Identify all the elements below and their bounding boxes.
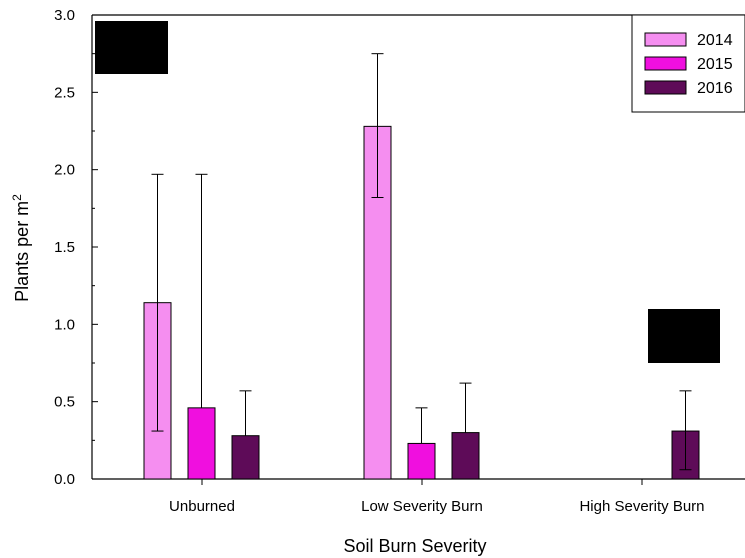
y-axis-label: Plants per m2 — [10, 194, 32, 302]
y-axis-label-superscript: 2 — [10, 194, 24, 201]
legend-box — [631, 14, 745, 113]
legend-swatch-2014 — [644, 32, 687, 47]
y-tick-label: 0.0 — [54, 471, 75, 488]
y-ticks: 0.0 0.5 1.0 1.5 2.0 2.5 3.0 — [54, 7, 98, 488]
y-tick-label: 2.5 — [54, 84, 75, 101]
x-tick-labels: Unburned Low Severity Burn High Severity B… — [169, 479, 705, 515]
y-tick-label: 0.5 — [54, 394, 75, 411]
x-axis-label: Soil Burn Severity — [343, 536, 486, 556]
x-tick-label: Low Severity Burn — [361, 498, 483, 515]
y-tick-label: 1.5 — [54, 239, 75, 256]
y-axis-label-main: Plants per m — [12, 201, 32, 302]
bar-2015 — [407, 442, 436, 480]
x-tick-label: High Severity Burn — [579, 498, 704, 515]
legend: 2014 2015 2016 — [631, 14, 745, 113]
y-tick-label: 1.0 — [54, 316, 75, 333]
bar-2015 — [187, 407, 216, 480]
legend-label-2016: 2016 — [697, 80, 733, 97]
bar-2016 — [451, 432, 480, 480]
legend-label-2015: 2015 — [697, 56, 733, 73]
redaction-box-top-left — [95, 21, 168, 74]
error-bars — [151, 53, 692, 471]
legend-label-2014: 2014 — [697, 32, 733, 49]
x-tick-label: Unburned — [169, 498, 235, 515]
bar-2016 — [231, 435, 260, 480]
y-tick-label: 3.0 — [54, 7, 75, 24]
redaction-box-right — [648, 309, 720, 363]
y-tick-label: 2.0 — [54, 162, 75, 179]
legend-swatch-2015 — [644, 56, 687, 71]
legend-swatch-2016 — [644, 80, 687, 95]
